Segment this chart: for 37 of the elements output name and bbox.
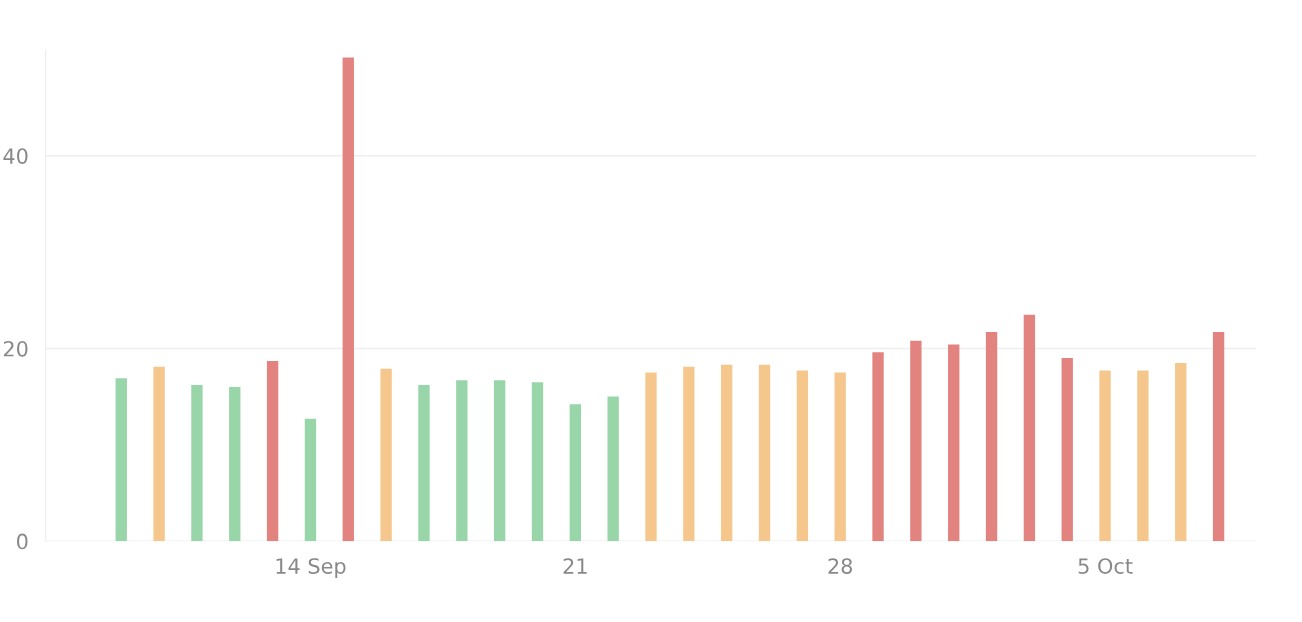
x-tick-label: 14 Sep: [276, 558, 346, 578]
bar: [191, 385, 203, 542]
bar: [1023, 314, 1036, 542]
bar: [342, 57, 354, 542]
bar: [456, 380, 468, 542]
x-tick-label: 28: [828, 558, 853, 574]
bar: [607, 396, 619, 542]
bar: [834, 372, 846, 542]
bar: [418, 385, 430, 542]
bar: [1137, 370, 1149, 542]
bar: [721, 364, 733, 542]
bar: [1061, 358, 1073, 542]
bar: [796, 370, 809, 542]
bar: [266, 360, 279, 542]
bar: [985, 332, 998, 542]
x-tick-label: 21: [563, 558, 587, 574]
bar: [304, 418, 317, 542]
y-tick-label: 0: [17, 533, 28, 550]
bar: [683, 366, 695, 542]
bar: [493, 380, 506, 542]
x-tick-label: 5 Oct: [1078, 558, 1133, 574]
bar: [758, 364, 771, 542]
bar: [229, 386, 241, 542]
bar: [1099, 370, 1111, 542]
bar: [153, 366, 165, 542]
bar: [569, 404, 581, 542]
bar: [1175, 362, 1187, 542]
bar: [380, 368, 392, 542]
y-tick-label: 20: [3, 340, 28, 357]
bar: [872, 352, 884, 542]
bar: [645, 372, 657, 542]
bar: [531, 382, 544, 542]
bar: [115, 378, 127, 542]
bar: [1212, 332, 1225, 542]
y-tick-label: 40: [3, 148, 28, 164]
bar: [910, 340, 922, 542]
bar: [948, 344, 960, 542]
